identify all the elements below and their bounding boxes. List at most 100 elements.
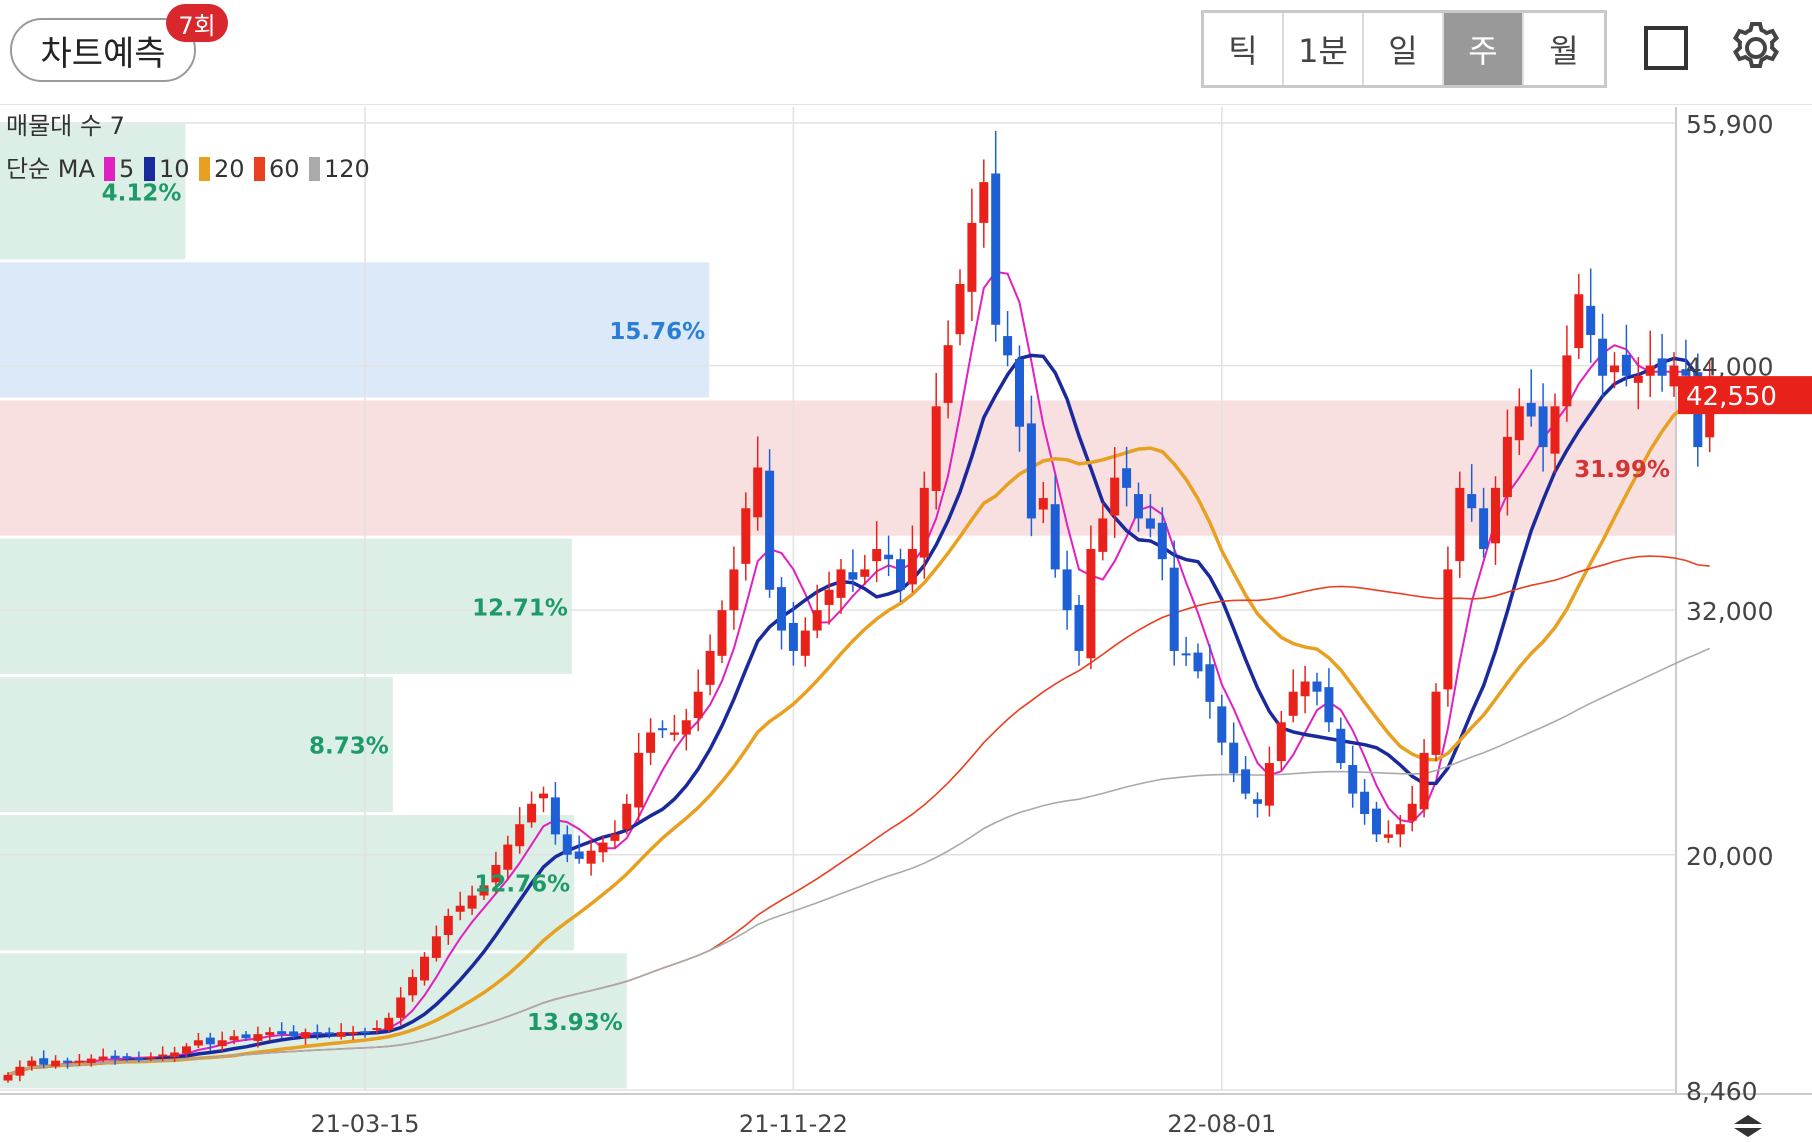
volume-profile-percent-4: 31.99%	[1574, 457, 1670, 483]
candle-body-140	[1669, 365, 1679, 387]
candle-body-45	[539, 793, 548, 799]
candle-body-84	[1003, 336, 1013, 356]
candle-body-129	[1538, 406, 1548, 448]
ma-legend-label-120: 120	[324, 155, 370, 183]
candle-body-112	[1336, 728, 1346, 764]
tab-tick[interactable]: 틱	[1204, 13, 1284, 85]
candle-body-141	[1681, 369, 1691, 376]
ma-legend-prefix: 단순 MA	[6, 155, 95, 183]
candle-body-93	[1110, 477, 1120, 516]
candlesticks	[3, 130, 1715, 1083]
candle-body-17	[205, 1037, 215, 1045]
candle-body-49	[586, 850, 596, 864]
candle-body-29	[348, 1032, 358, 1035]
scroll-arrows-icon[interactable]	[1728, 1112, 1768, 1140]
candle-body-21	[253, 1034, 263, 1041]
candle-body-5	[63, 1060, 72, 1063]
candle-body-70	[836, 569, 846, 598]
stock-chart[interactable]: 13.93% 12.76% 8.73% 12.71% 31.99% 15.76% 4.12%…	[0, 105, 1812, 1142]
tab-month[interactable]: 월	[1549, 32, 1579, 70]
candle-body-19	[229, 1036, 239, 1041]
candle-body-74	[884, 554, 894, 560]
candle-body-35	[420, 956, 429, 981]
candle-body-25	[301, 1032, 310, 1038]
candle-body-109	[1300, 681, 1310, 697]
candle-body-27	[324, 1032, 334, 1035]
candle-body-103	[1229, 742, 1239, 774]
candle-body-107	[1276, 722, 1286, 762]
price-tick-3: 20,000	[1686, 842, 1773, 871]
candle-body-22	[265, 1032, 275, 1036]
candle-body-34	[408, 977, 418, 996]
candle-body-99	[1181, 653, 1191, 656]
candle-body-8	[98, 1056, 108, 1060]
candle-body-61	[729, 569, 739, 611]
candle-body-16	[193, 1040, 203, 1046]
candle-body-127	[1514, 406, 1524, 441]
chart-predict-button[interactable]: 차트예측	[10, 18, 196, 82]
ma-legend-swatch-5	[104, 157, 115, 181]
candle-body-65	[777, 587, 786, 631]
volume-profile-percent-5: 15.76%	[609, 319, 705, 345]
price-tick-4: 8,460	[1686, 1077, 1758, 1106]
predict-count-badge: 7회	[166, 4, 228, 42]
tab-week[interactable]: 주	[1444, 13, 1524, 85]
candle-body-6	[74, 1060, 84, 1063]
candle-body-3	[39, 1058, 49, 1065]
candle-body-124	[1479, 508, 1489, 550]
ma-legend-swatch-20	[199, 157, 210, 181]
candle-body-98	[1169, 567, 1179, 651]
candle-body-80	[955, 284, 965, 335]
candle-body-117	[1395, 824, 1405, 835]
candle-body-32	[384, 1017, 394, 1030]
candle-body-0	[3, 1074, 13, 1081]
candle-body-135	[1610, 365, 1619, 373]
candle-body-88	[1050, 504, 1060, 570]
ma-legend-swatch-60	[254, 157, 265, 181]
candle-body-133	[1586, 305, 1596, 335]
candle-body-82	[979, 182, 989, 223]
candle-body-104	[1241, 769, 1251, 794]
candle-body-83	[991, 173, 1001, 325]
candle-body-30	[360, 1031, 370, 1034]
volume-profile-title: 매물대 수 7	[6, 112, 125, 140]
tab-day[interactable]: 일	[1364, 13, 1444, 85]
volume-profile-bar-5	[0, 262, 710, 398]
candle-body-50	[598, 842, 608, 853]
candle-body-128	[1526, 402, 1536, 417]
candle-body-120	[1431, 691, 1441, 755]
candle-body-37	[443, 915, 453, 936]
volume-profile-bar-2	[0, 676, 393, 813]
volume-profile-bar-3	[0, 538, 572, 674]
ma-legend-label-20: 20	[214, 155, 245, 183]
candle-body-57	[681, 720, 691, 735]
candle-body-41	[491, 864, 501, 883]
candle-body-33	[396, 997, 406, 1018]
candle-body-20	[241, 1034, 251, 1039]
candle-body-58	[693, 691, 703, 719]
candle-body-31	[372, 1028, 382, 1031]
candle-body-118	[1407, 803, 1417, 821]
candle-body-96	[1145, 518, 1155, 529]
date-tick-1: 21-11-22	[739, 1110, 848, 1138]
candle-body-91	[1086, 549, 1096, 659]
candle-body-7	[86, 1058, 96, 1064]
volume-profile-percent-1: 12.76%	[474, 872, 570, 898]
volume-profile-percent-6: 4.12%	[102, 181, 182, 207]
price-tick-2: 32,000	[1686, 597, 1773, 626]
candle-body-125	[1491, 487, 1500, 544]
ma-legend-label-10: 10	[159, 155, 190, 183]
candle-body-79	[943, 345, 953, 403]
volume-profile-percent-0: 13.93%	[527, 1010, 623, 1036]
tab-1min[interactable]: 1분	[1284, 13, 1364, 85]
square-icon[interactable]	[1644, 26, 1688, 70]
candle-body-66	[788, 622, 798, 651]
chart-grid	[0, 107, 1812, 1095]
candle-body-131	[1562, 355, 1572, 407]
gear-icon[interactable]	[1726, 18, 1786, 78]
candle-body-134	[1598, 338, 1608, 376]
candle-body-94	[1122, 468, 1132, 488]
candle-body-71	[848, 572, 858, 580]
candle-body-54	[646, 732, 656, 753]
candle-body-18	[217, 1040, 227, 1047]
